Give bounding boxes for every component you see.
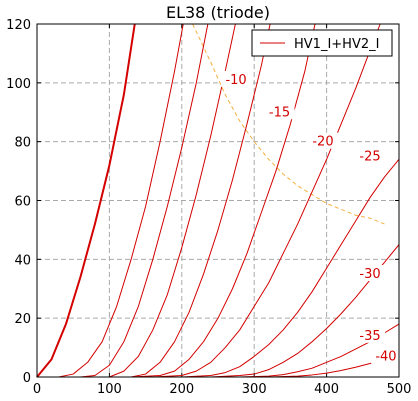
legend: HV1_I+HV2_I — [251, 29, 393, 57]
curve-label-bg — [307, 132, 338, 149]
curve-label-bg — [221, 70, 252, 87]
curve-label: -20 — [312, 135, 333, 150]
y-tick-label: 100 — [6, 77, 31, 92]
y-tick-label: 20 — [14, 312, 31, 327]
curve-label-bg — [370, 347, 401, 364]
chart-title: EL38 (triode) — [166, 3, 270, 22]
curve-label: -25 — [359, 149, 380, 164]
curve-label: -35 — [359, 329, 380, 344]
curve-label: -40 — [375, 349, 396, 364]
plot-frame — [36, 23, 400, 378]
series-line — [131, 23, 316, 378]
curve-label: -10 — [225, 73, 246, 88]
series-line — [102, 23, 271, 378]
x-tick-label: 100 — [97, 382, 122, 397]
y-tick-label: 120 — [6, 18, 31, 33]
curve-label-bg — [264, 103, 295, 120]
series-line — [58, 23, 209, 378]
x-tick-label: 300 — [242, 382, 267, 397]
x-tick-label: 400 — [314, 382, 339, 397]
series-line — [36, 23, 136, 378]
curve-label-bg — [355, 265, 386, 282]
axis-ticks: 0 100 200 300 400 500 0 20 40 60 80 100 120 — [6, 18, 411, 397]
x-tick-label: 500 — [387, 382, 412, 397]
curve-label-bg — [355, 147, 386, 164]
curve-labels: -10 -15 -20 -25 -30 -35 -40 — [221, 70, 401, 364]
series-line — [210, 244, 400, 378]
curve-label: -15 — [269, 105, 290, 120]
legend-entry: HV1_I+HV2_I — [294, 37, 379, 52]
y-tick-label: 40 — [14, 253, 31, 268]
grid — [37, 24, 399, 377]
y-tick-label: 80 — [14, 136, 31, 151]
load-line — [192, 23, 385, 225]
series-line — [80, 23, 236, 378]
x-tick-label: 0 — [33, 382, 41, 397]
curve-label-bg — [355, 326, 386, 343]
series-line — [181, 158, 400, 378]
y-tick-label: 60 — [14, 195, 31, 210]
curve-label: -30 — [359, 267, 380, 282]
y-tick-label: 0 — [23, 371, 31, 386]
series-line — [37, 23, 184, 378]
x-tick-label: 200 — [169, 382, 194, 397]
series-line — [152, 23, 381, 378]
